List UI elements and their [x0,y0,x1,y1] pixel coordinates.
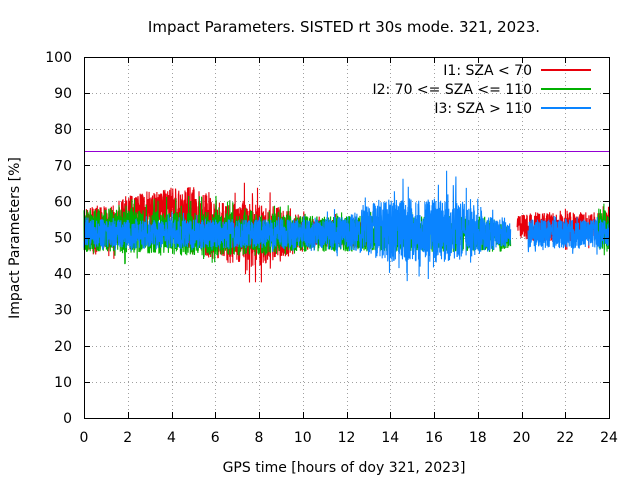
series-line [83,170,512,282]
chart-title: Impact Parameters. SISTED rt 30s mode. 3… [148,18,540,36]
y-tick-label: 40 [54,267,72,283]
x-tick-label: 6 [211,430,220,446]
y-tick-label: 100 [45,50,72,66]
y-tick-label: 70 [54,158,72,174]
y-tick-label: 10 [54,375,72,391]
legend: I1: SZA < 70 I2: 70 <= SZA <= 110 I3: SZA … [372,63,591,117]
x-tick-label: 18 [469,430,487,446]
x-tick-label: 22 [556,430,574,446]
legend-label: I3: SZA > 110 [434,101,532,117]
y-tick-label: 80 [54,122,72,138]
x-tick-label: 10 [294,430,312,446]
x-tick-label: 4 [167,430,176,446]
legend-label: I2: 70 <= SZA <= 110 [372,82,532,98]
x-axis-label: GPS time [hours of doy 321, 2023] [223,460,466,476]
legend-label: I1: SZA < 70 [443,63,532,79]
y-axis-label: Impact Parameters [%] [7,157,23,319]
tick-layer: 0 2 4 6 8 10 12 14 16 18 20 22 240102030405060708090… [45,50,618,446]
x-tick-label: 12 [338,430,356,446]
y-tick-label: 20 [54,339,72,355]
x-tick-label: 20 [513,430,531,446]
x-tick-label: 8 [255,430,264,446]
y-tick-label: 50 [54,231,72,247]
x-tick-label: 2 [123,430,132,446]
x-tick-label: 24 [600,430,618,446]
y-tick-label: 60 [54,194,72,210]
series-line [527,215,610,255]
x-tick-label: 14 [381,430,399,446]
data-layer [83,170,610,283]
x-tick-label: 16 [425,430,443,446]
y-tick-label: 30 [54,303,72,319]
x-tick-label: 0 [80,430,89,446]
y-tick-label: 90 [54,86,72,102]
y-tick-label: 0 [63,411,72,427]
